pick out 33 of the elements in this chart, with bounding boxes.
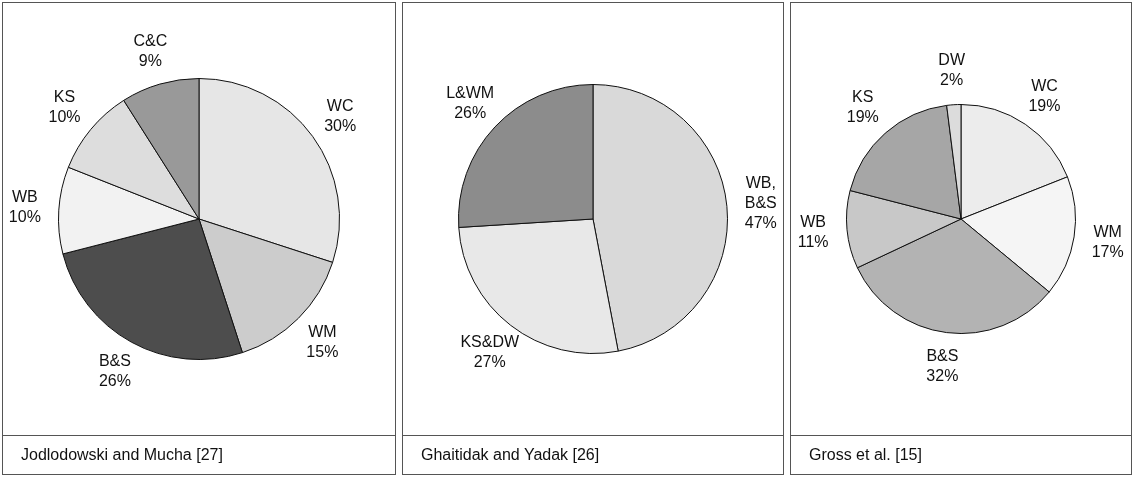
data-label: 19% xyxy=(1028,96,1061,114)
data-label: 32% xyxy=(926,366,959,384)
data-label: 2% xyxy=(940,71,964,89)
slice-label: KS xyxy=(852,88,874,106)
slice-label: KS xyxy=(53,88,76,106)
slice-label: WB xyxy=(800,213,827,231)
data-label: 9% xyxy=(138,51,162,69)
slice-label: B&S xyxy=(98,352,131,370)
slice-label: WC xyxy=(1031,76,1058,94)
data-label: 17% xyxy=(1091,242,1124,260)
data-label: 26% xyxy=(98,372,131,390)
slice-label: C&C xyxy=(133,31,168,49)
data-label: 15% xyxy=(306,342,339,360)
text: Gross et al. [15] xyxy=(791,435,1131,474)
data-label: 30% xyxy=(324,116,357,134)
data-label: 10% xyxy=(48,108,81,126)
data-label: 26% xyxy=(454,104,487,122)
text: Ghaitidak and Yadak [26] xyxy=(403,435,783,474)
slice-label: WM xyxy=(308,322,337,340)
slice-label: WC xyxy=(326,96,354,114)
slice-label: B&S xyxy=(926,346,959,364)
data-label: 19% xyxy=(846,108,879,126)
slice-label: WM xyxy=(1093,222,1122,240)
text: Jodlodowski and Mucha [27] xyxy=(3,435,395,474)
slice-label: WB xyxy=(11,188,38,206)
data-label: 11% xyxy=(797,233,829,251)
data-label: 10% xyxy=(8,208,41,226)
slice-label: DW xyxy=(938,51,966,69)
slice-label: WB, B&S xyxy=(744,173,777,211)
slice-label: L&WM xyxy=(446,84,495,102)
slice-label: KS&DW xyxy=(460,332,520,350)
data-label: 47% xyxy=(744,213,777,231)
data-label: 27% xyxy=(473,352,506,370)
